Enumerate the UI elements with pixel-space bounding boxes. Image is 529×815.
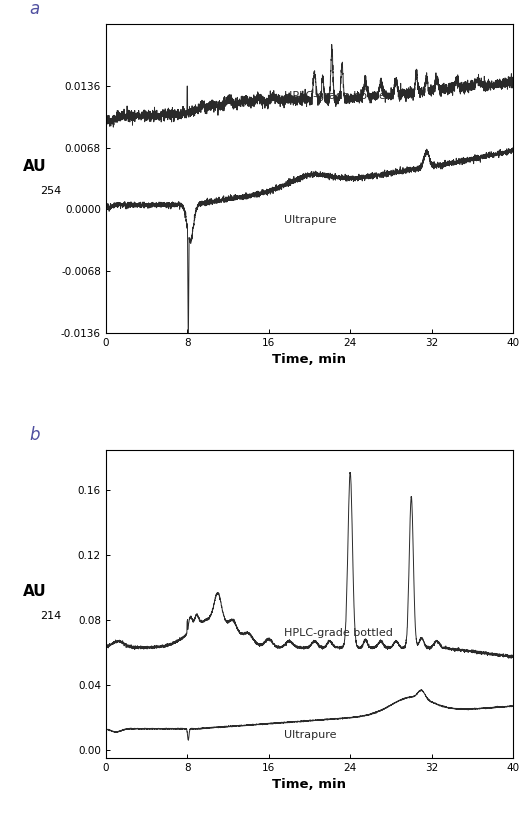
- Text: AU: AU: [23, 159, 47, 174]
- Text: b: b: [29, 425, 40, 443]
- Text: a: a: [30, 0, 40, 18]
- Text: 214: 214: [40, 611, 61, 621]
- Text: 254: 254: [40, 186, 61, 196]
- Text: Ultrapure: Ultrapure: [284, 730, 336, 741]
- X-axis label: Time, min: Time, min: [272, 778, 346, 791]
- Text: HPLC-grade bottled: HPLC-grade bottled: [284, 628, 393, 638]
- X-axis label: Time, min: Time, min: [272, 353, 346, 366]
- Text: Ultrapure: Ultrapure: [284, 215, 336, 225]
- Text: AU: AU: [23, 584, 47, 599]
- Text: HPLC-grade bottled: HPLC-grade bottled: [284, 90, 393, 101]
